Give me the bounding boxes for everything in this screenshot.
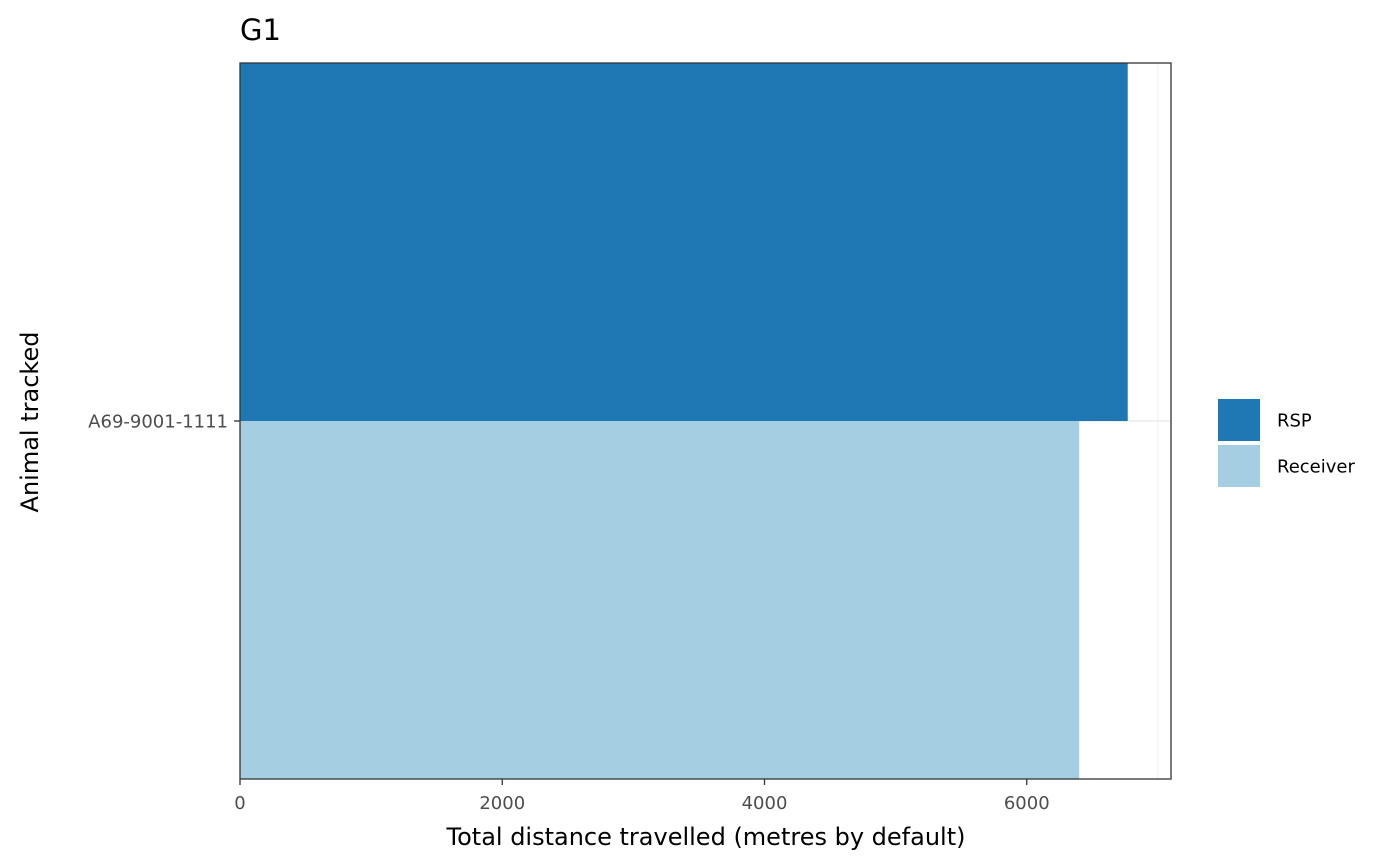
x-tick-label: 4000: [742, 793, 788, 814]
y-axis-title: Animal tracked: [16, 332, 44, 513]
legend: RSP Receiver: [1218, 399, 1355, 487]
x-axis-title: Total distance travelled (metres by defa…: [446, 823, 966, 851]
bar-rsp: [240, 63, 1128, 421]
y-tick-label: A69-9001-1111: [88, 412, 228, 433]
legend-key: [1218, 399, 1260, 441]
legend-key: [1218, 445, 1260, 487]
bar-receiver: [240, 421, 1080, 779]
legend-label: Receiver: [1277, 457, 1355, 478]
legend-label: RSP: [1277, 411, 1312, 432]
plot-panel: 0 2000 4000 6000 A69-9001-1111: [88, 62, 1172, 814]
chart-title: G1: [240, 13, 281, 47]
x-tick-label: 2000: [479, 793, 525, 814]
x-tick-label: 6000: [1004, 793, 1050, 814]
x-tick-label: 0: [234, 793, 245, 814]
